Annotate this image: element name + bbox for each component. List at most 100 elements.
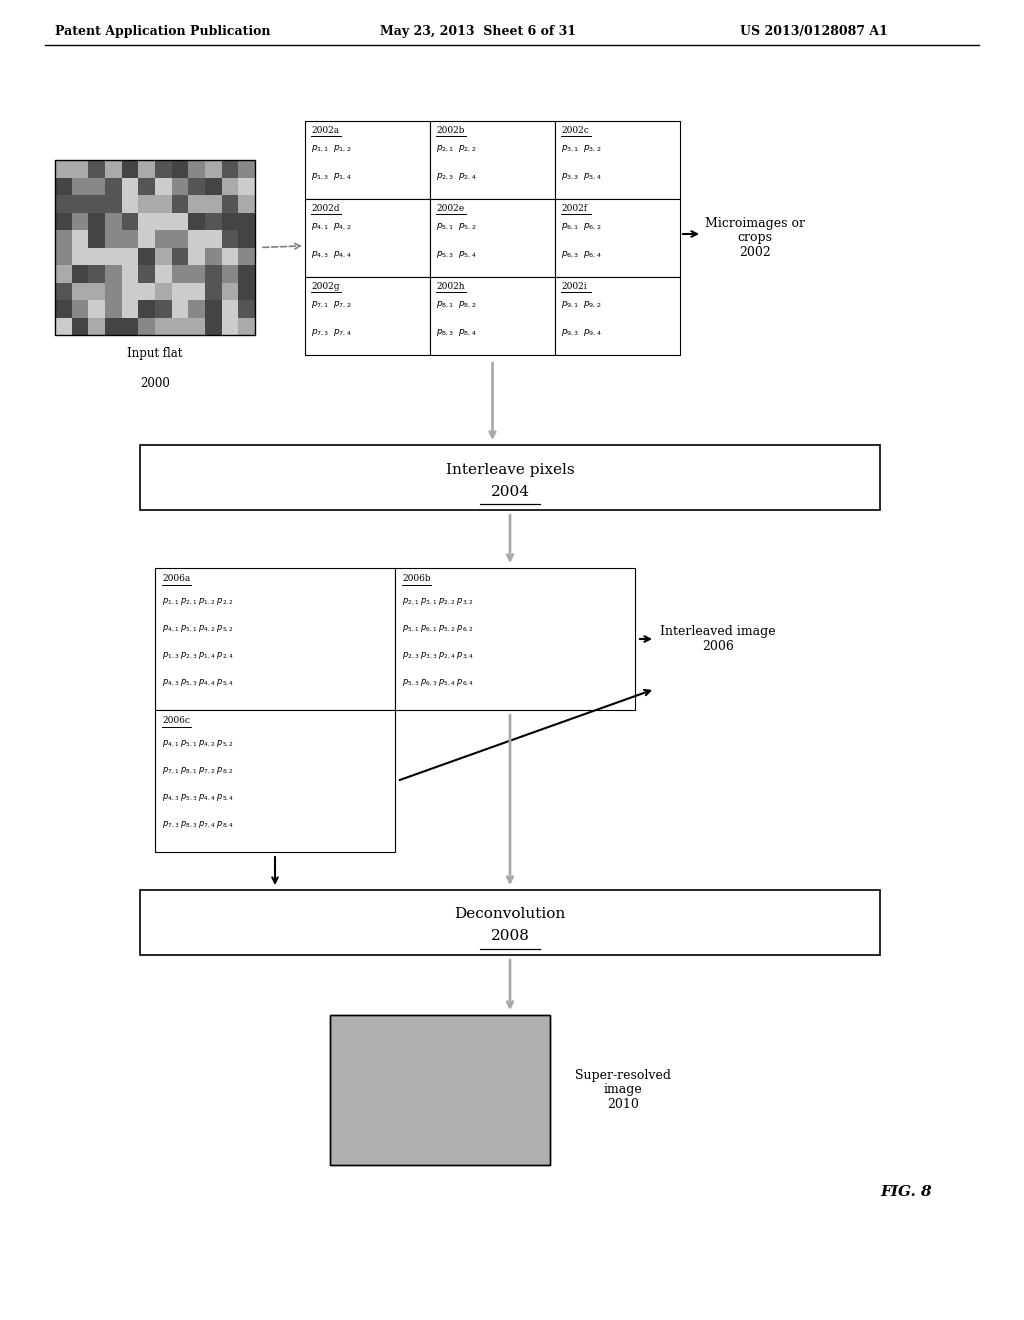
Bar bbox=[440, 1135, 451, 1143]
Bar bbox=[330, 1082, 341, 1090]
Bar bbox=[239, 160, 255, 177]
Bar bbox=[205, 195, 221, 213]
Bar bbox=[352, 1038, 362, 1045]
Bar bbox=[495, 1119, 506, 1127]
Bar bbox=[138, 195, 155, 213]
Bar bbox=[517, 1023, 528, 1030]
Bar bbox=[484, 1030, 495, 1038]
Bar bbox=[122, 248, 138, 265]
Bar bbox=[205, 213, 221, 230]
Bar bbox=[330, 1030, 341, 1038]
Bar bbox=[330, 1074, 341, 1082]
Bar bbox=[506, 1074, 517, 1082]
Bar bbox=[88, 248, 105, 265]
Bar bbox=[495, 1038, 506, 1045]
Bar bbox=[396, 1038, 407, 1045]
Bar bbox=[205, 265, 221, 282]
Text: $p_{1,3}\;\;p_{1,4}$: $p_{1,3}\;\;p_{1,4}$ bbox=[311, 172, 351, 182]
Text: $p_{5,1}\;p_{6,1}\;p_{5,2}\;p_{6,2}$: $p_{5,1}\;p_{6,1}\;p_{5,2}\;p_{6,2}$ bbox=[402, 623, 474, 634]
Bar bbox=[506, 1090, 517, 1097]
Bar bbox=[138, 160, 155, 177]
Bar bbox=[385, 1158, 396, 1166]
Bar bbox=[517, 1074, 528, 1082]
Bar bbox=[352, 1150, 362, 1158]
Bar bbox=[451, 1060, 462, 1068]
Bar bbox=[205, 248, 221, 265]
Bar bbox=[239, 248, 255, 265]
Bar bbox=[105, 318, 122, 335]
Bar bbox=[517, 1068, 528, 1074]
Bar bbox=[462, 1045, 473, 1052]
Bar bbox=[352, 1127, 362, 1135]
Bar bbox=[239, 282, 255, 300]
Bar bbox=[407, 1135, 418, 1143]
Bar bbox=[418, 1074, 429, 1082]
Text: US 2013/0128087 A1: US 2013/0128087 A1 bbox=[740, 25, 888, 38]
Bar bbox=[430, 121, 555, 199]
Bar bbox=[418, 1150, 429, 1158]
Text: Interleaved image
2006: Interleaved image 2006 bbox=[660, 624, 775, 653]
Text: 2004: 2004 bbox=[490, 484, 529, 499]
Bar bbox=[396, 1150, 407, 1158]
Bar bbox=[539, 1127, 550, 1135]
Bar bbox=[430, 277, 555, 355]
Bar bbox=[362, 1113, 374, 1119]
Bar bbox=[429, 1135, 440, 1143]
Bar bbox=[205, 177, 221, 195]
Bar bbox=[506, 1060, 517, 1068]
Bar bbox=[362, 1045, 374, 1052]
Bar bbox=[429, 1068, 440, 1074]
Bar bbox=[88, 300, 105, 318]
Text: 2002i: 2002i bbox=[561, 282, 587, 290]
Bar bbox=[451, 1127, 462, 1135]
Bar bbox=[517, 1127, 528, 1135]
Bar bbox=[341, 1105, 352, 1113]
Bar bbox=[418, 1045, 429, 1052]
Bar bbox=[122, 282, 138, 300]
Bar bbox=[122, 195, 138, 213]
Bar bbox=[105, 177, 122, 195]
Bar bbox=[138, 177, 155, 195]
Bar bbox=[539, 1068, 550, 1074]
Bar bbox=[155, 213, 172, 230]
Bar bbox=[451, 1135, 462, 1143]
Bar bbox=[440, 1119, 451, 1127]
Bar bbox=[473, 1150, 484, 1158]
Bar bbox=[341, 1097, 352, 1105]
Bar bbox=[528, 1052, 539, 1060]
Text: Patent Application Publication: Patent Application Publication bbox=[55, 25, 270, 38]
Bar bbox=[55, 265, 72, 282]
Bar bbox=[528, 1119, 539, 1127]
Bar bbox=[555, 277, 680, 355]
Text: 2006a: 2006a bbox=[162, 574, 190, 583]
Bar bbox=[385, 1150, 396, 1158]
Bar bbox=[517, 1052, 528, 1060]
Bar bbox=[155, 248, 172, 265]
Bar bbox=[473, 1113, 484, 1119]
Bar bbox=[484, 1097, 495, 1105]
Bar bbox=[484, 1105, 495, 1113]
Bar bbox=[429, 1030, 440, 1038]
Bar bbox=[539, 1045, 550, 1052]
Bar bbox=[374, 1127, 385, 1135]
Bar bbox=[374, 1135, 385, 1143]
Bar bbox=[352, 1074, 362, 1082]
Bar bbox=[188, 282, 205, 300]
Bar bbox=[341, 1119, 352, 1127]
Bar bbox=[188, 160, 205, 177]
Text: $p_{6,1}\;\;p_{6,2}$: $p_{6,1}\;\;p_{6,2}$ bbox=[561, 220, 601, 232]
Bar bbox=[506, 1015, 517, 1023]
Bar bbox=[506, 1135, 517, 1143]
Bar bbox=[418, 1030, 429, 1038]
Bar bbox=[140, 445, 880, 510]
Bar bbox=[330, 1068, 341, 1074]
Bar bbox=[122, 265, 138, 282]
Bar bbox=[88, 195, 105, 213]
Bar bbox=[105, 230, 122, 248]
Text: $p_{6,3}\;\;p_{6,4}$: $p_{6,3}\;\;p_{6,4}$ bbox=[561, 249, 602, 260]
Bar bbox=[385, 1143, 396, 1150]
Bar bbox=[239, 300, 255, 318]
Bar bbox=[451, 1052, 462, 1060]
Bar bbox=[429, 1113, 440, 1119]
Bar bbox=[407, 1082, 418, 1090]
